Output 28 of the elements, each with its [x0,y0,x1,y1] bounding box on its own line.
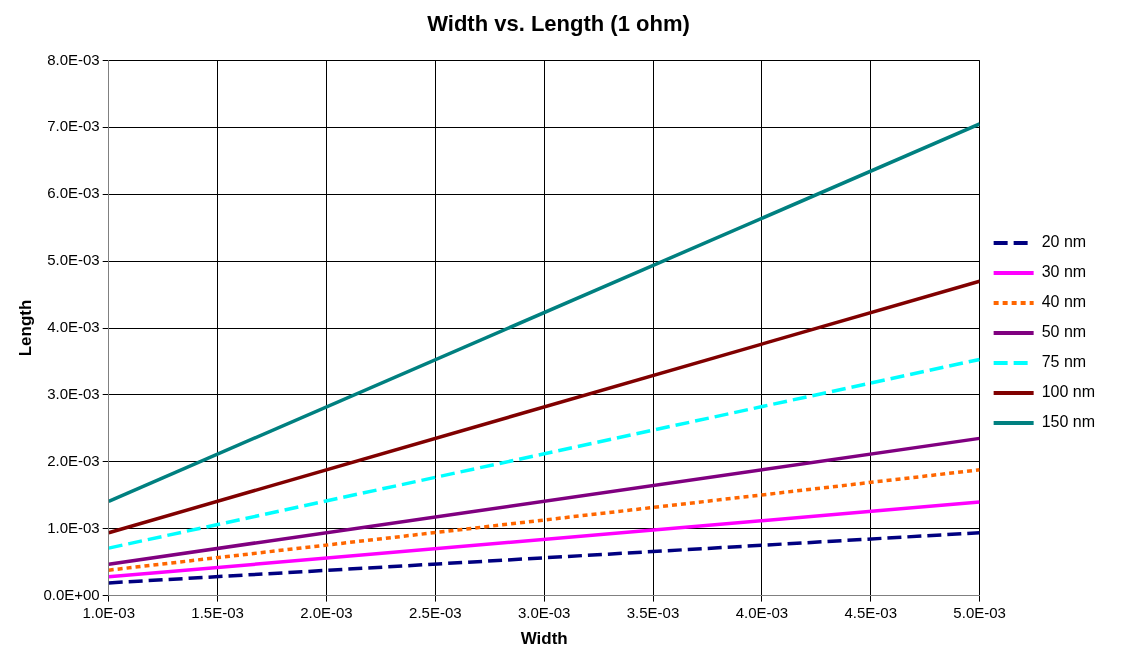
y-tick-label: 0.0E+00 [43,585,100,603]
legend-label: 100 nm [1041,383,1096,401]
y-tick-label: 1.0E-03 [47,518,100,536]
x-tick-label: 4.5E-03 [844,603,898,621]
y-tick-label: 8.0E-03 [47,50,100,68]
y-tick-label: 5.0E-03 [47,251,100,269]
legend-label: 30 nm [1041,263,1087,281]
y-axis-title: Length [15,299,35,357]
legend-label: 150 nm [1041,413,1096,431]
legend-label: 50 nm [1041,323,1087,341]
legend-label: 20 nm [1041,233,1087,251]
x-tick-label: 3.0E-03 [517,603,571,621]
y-tick-label: 7.0E-03 [47,117,100,135]
x-tick-label: 4.0E-03 [735,603,789,621]
x-tick-label: 5.0E-03 [953,603,1006,621]
x-tick-label: 1.0E-03 [82,603,135,621]
y-tick-label: 3.0E-03 [47,385,100,403]
y-tick-label: 4.0E-03 [47,318,100,336]
x-axis-title: Width [520,629,568,649]
y-tick-label: 6.0E-03 [47,184,100,202]
legend-label: 75 nm [1041,353,1087,371]
x-tick-label: 1.5E-03 [191,603,244,621]
x-tick-label: 3.5E-03 [626,603,680,621]
legend-label: 40 nm [1041,293,1087,311]
y-tick-label: 2.0E-03 [47,451,100,469]
x-tick-label: 2.0E-03 [300,603,353,621]
x-tick-label: 2.5E-03 [409,603,462,621]
chart-title: Width vs. Length (1 ohm) [427,11,690,37]
